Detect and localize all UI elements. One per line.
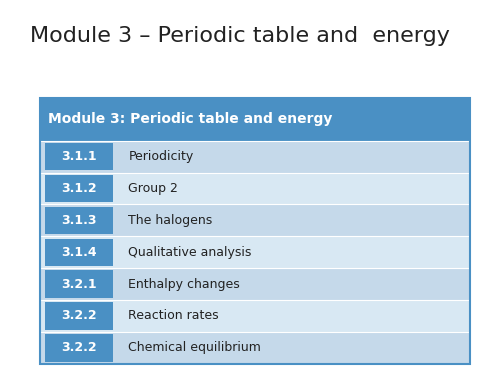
Text: 3.2.1: 3.2.1 xyxy=(61,278,96,291)
Text: Periodicity: Periodicity xyxy=(128,150,194,163)
Text: 3.1.3: 3.1.3 xyxy=(61,214,96,227)
Text: Qualitative analysis: Qualitative analysis xyxy=(128,246,252,259)
Bar xyxy=(40,98,470,364)
Bar xyxy=(45,270,112,298)
Bar xyxy=(40,141,470,172)
Text: Reaction rates: Reaction rates xyxy=(128,309,219,322)
Text: 3.1.4: 3.1.4 xyxy=(61,246,96,259)
Text: The halogens: The halogens xyxy=(128,214,213,227)
Bar xyxy=(40,236,470,268)
Text: 3.2.2: 3.2.2 xyxy=(61,341,96,354)
Bar xyxy=(40,300,470,332)
Text: 3.2.2: 3.2.2 xyxy=(61,309,96,322)
Bar xyxy=(45,175,112,202)
Bar xyxy=(45,238,112,266)
Bar xyxy=(40,204,470,236)
Text: 3.1.1: 3.1.1 xyxy=(61,150,96,163)
Bar xyxy=(45,143,112,170)
Text: Enthalpy changes: Enthalpy changes xyxy=(128,278,240,291)
Text: 3.1.2: 3.1.2 xyxy=(61,182,96,195)
Bar xyxy=(45,207,112,234)
Bar xyxy=(45,302,112,330)
Bar xyxy=(45,334,112,362)
Text: Module 3 – Periodic table and  energy: Module 3 – Periodic table and energy xyxy=(30,26,450,46)
Text: Group 2: Group 2 xyxy=(128,182,178,195)
Bar xyxy=(40,172,470,204)
Bar xyxy=(40,98,470,141)
Text: Module 3: Periodic table and energy: Module 3: Periodic table and energy xyxy=(48,112,332,126)
Bar xyxy=(40,332,470,364)
Text: Chemical equilibrium: Chemical equilibrium xyxy=(128,341,262,354)
Bar xyxy=(40,268,470,300)
